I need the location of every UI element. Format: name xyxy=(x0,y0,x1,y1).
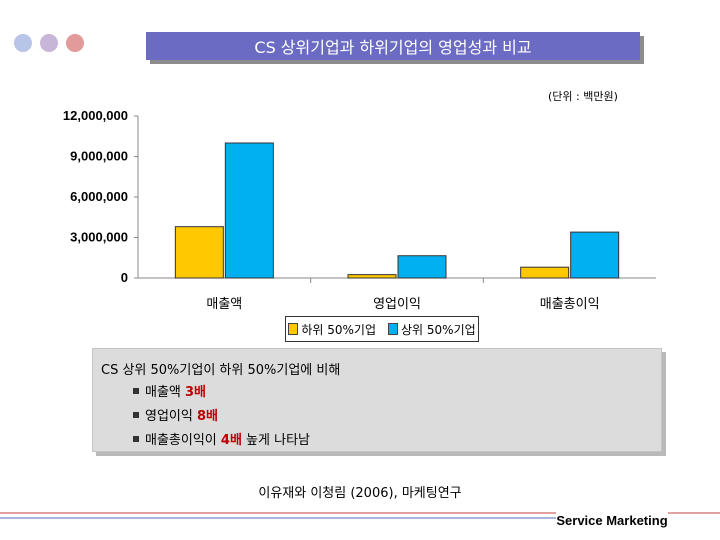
summary-item-3: 매출총이익이 4배 높게 나타남 xyxy=(133,429,310,448)
bar-chart: 0 3,000,000 6,000,000 9,000,000 12,000,000 매출… xyxy=(63,108,656,312)
dot-2 xyxy=(40,34,58,52)
item-suffix: 높게 나타남 xyxy=(241,433,310,448)
item-emphasis: 8배 xyxy=(196,409,218,424)
item-prefix: 매출액 xyxy=(145,385,186,400)
bar-lower-1 xyxy=(347,274,397,279)
dot-1 xyxy=(14,34,32,52)
summary-item-1: 매출액 3배 xyxy=(133,381,206,400)
unit-note: (단위 : 백만원) xyxy=(548,90,618,103)
item-prefix: 영업이익 xyxy=(145,409,197,424)
y-tick-label: 9,000,000 xyxy=(70,149,128,164)
citation: 이유재와 이청림 (2006), 마케팅연구 xyxy=(258,486,462,501)
footer-line-1 xyxy=(0,512,556,514)
bar-lower-0 xyxy=(174,226,224,279)
footer-tail-line xyxy=(668,512,720,514)
y-tick-label: 6,000,000 xyxy=(70,189,128,204)
legend-swatch-lower xyxy=(288,323,299,335)
x-category-label: 매출총이익 xyxy=(540,297,600,312)
summary-panel: CS 상위 50%기업이 하위 50%기업에 비해 매출액 3배 영업이익 8배… xyxy=(92,348,662,452)
y-tick-label: 3,000,000 xyxy=(70,230,128,245)
dot-3 xyxy=(66,34,84,52)
legend-label-lower: 하위 50%기업 xyxy=(301,322,376,337)
summary-item-2: 영업이익 8배 xyxy=(133,405,218,424)
bullet-square-icon xyxy=(133,435,139,442)
legend-item-lower: 하위 50%기업 xyxy=(288,321,376,338)
y-tick-label: 12,000,000 xyxy=(63,108,128,123)
bullet-square-icon xyxy=(133,411,139,418)
y-tick-label: 0 xyxy=(121,270,128,285)
x-category-label: 매출액 xyxy=(206,297,242,312)
footer-line-2 xyxy=(0,517,556,519)
title-banner: CS 상위기업과 하위기업의 영업성과 비교 xyxy=(146,32,644,64)
summary-item-1-text: 매출액 3배 xyxy=(145,381,206,400)
x-category-label: 영업이익 xyxy=(373,297,421,312)
bullet-square-icon xyxy=(133,387,139,394)
chart-legend: 하위 50%기업 상위 50%기업 xyxy=(285,316,479,342)
item-prefix: 매출총이익이 xyxy=(145,433,221,448)
slide-title: CS 상위기업과 하위기업의 영업성과 비교 xyxy=(146,32,640,60)
summary-item-2-text: 영업이익 8배 xyxy=(145,405,218,424)
bar-upper-2 xyxy=(570,231,620,279)
summary-item-3-text: 매출총이익이 4배 높게 나타남 xyxy=(145,429,310,448)
bar-lower-2 xyxy=(520,266,570,279)
item-emphasis: 4배 xyxy=(220,433,242,448)
legend-item-upper: 상위 50%기업 xyxy=(388,321,476,338)
footer-tag: Service Marketing xyxy=(556,508,668,532)
summary-heading: CS 상위 50%기업이 하위 50%기업에 비해 xyxy=(101,363,341,378)
decorative-dots xyxy=(14,34,84,52)
summary-box: CS 상위 50%기업이 하위 50%기업에 비해 매출액 3배 영업이익 8배… xyxy=(92,348,666,456)
item-emphasis: 3배 xyxy=(185,385,207,400)
legend-label-upper: 상위 50%기업 xyxy=(401,322,476,337)
bar-upper-1 xyxy=(397,255,447,279)
bar-upper-0 xyxy=(224,142,274,279)
legend-swatch-upper xyxy=(388,323,398,335)
